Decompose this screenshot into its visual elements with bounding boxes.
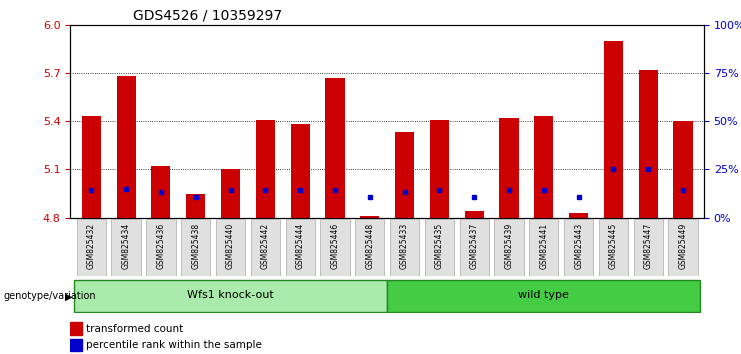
Text: GSM825436: GSM825436 [156, 222, 165, 269]
FancyBboxPatch shape [599, 219, 628, 276]
Text: percentile rank within the sample: percentile rank within the sample [86, 340, 262, 350]
Bar [499, 118, 519, 218]
Text: GSM825449: GSM825449 [679, 222, 688, 269]
FancyBboxPatch shape [320, 219, 350, 276]
FancyBboxPatch shape [494, 219, 524, 276]
Text: GSM825439: GSM825439 [505, 222, 514, 269]
Bar [221, 170, 240, 218]
FancyBboxPatch shape [459, 219, 489, 276]
FancyBboxPatch shape [387, 280, 700, 312]
FancyBboxPatch shape [216, 219, 245, 276]
Text: GSM825432: GSM825432 [87, 222, 96, 268]
Text: Wfs1 knock-out: Wfs1 knock-out [187, 290, 274, 300]
Bar [465, 211, 484, 218]
Text: GSM825448: GSM825448 [365, 222, 374, 268]
FancyBboxPatch shape [181, 219, 210, 276]
FancyBboxPatch shape [425, 219, 454, 276]
Text: GSM825445: GSM825445 [609, 222, 618, 269]
Text: GSM825441: GSM825441 [539, 222, 548, 268]
Text: wild type: wild type [519, 290, 569, 300]
FancyBboxPatch shape [668, 219, 698, 276]
FancyBboxPatch shape [76, 219, 106, 276]
Bar [569, 213, 588, 218]
Text: GSM825438: GSM825438 [191, 222, 200, 268]
Bar [82, 116, 101, 218]
FancyBboxPatch shape [564, 219, 594, 276]
FancyBboxPatch shape [250, 219, 280, 276]
Text: ▶: ▶ [65, 291, 73, 301]
Bar [290, 125, 310, 218]
FancyBboxPatch shape [355, 219, 385, 276]
Text: GSM825435: GSM825435 [435, 222, 444, 269]
Bar [674, 121, 693, 218]
Text: GDS4526 / 10359297: GDS4526 / 10359297 [133, 9, 282, 23]
Text: genotype/variation: genotype/variation [4, 291, 96, 301]
Bar [116, 76, 136, 218]
FancyBboxPatch shape [634, 219, 663, 276]
Bar [430, 120, 449, 218]
Text: GSM825443: GSM825443 [574, 222, 583, 269]
Bar [604, 41, 623, 218]
FancyBboxPatch shape [285, 219, 315, 276]
Text: GSM825437: GSM825437 [470, 222, 479, 269]
Text: GSM825446: GSM825446 [330, 222, 339, 269]
Text: GSM825444: GSM825444 [296, 222, 305, 269]
Bar [639, 70, 658, 218]
Bar [186, 194, 205, 218]
Bar [395, 132, 414, 218]
Bar [151, 166, 170, 218]
Bar [70, 339, 82, 351]
Text: GSM825442: GSM825442 [261, 222, 270, 268]
FancyBboxPatch shape [74, 280, 387, 312]
FancyBboxPatch shape [390, 219, 419, 276]
Text: transformed count: transformed count [86, 324, 184, 333]
Text: GSM825434: GSM825434 [122, 222, 130, 269]
Text: GSM825433: GSM825433 [400, 222, 409, 269]
FancyBboxPatch shape [146, 219, 176, 276]
FancyBboxPatch shape [111, 219, 141, 276]
Text: GSM825447: GSM825447 [644, 222, 653, 269]
Text: GSM825440: GSM825440 [226, 222, 235, 269]
FancyBboxPatch shape [529, 219, 559, 276]
Bar [70, 322, 82, 335]
Bar [360, 216, 379, 218]
Bar [534, 116, 554, 218]
Bar [256, 120, 275, 218]
Bar [325, 78, 345, 218]
